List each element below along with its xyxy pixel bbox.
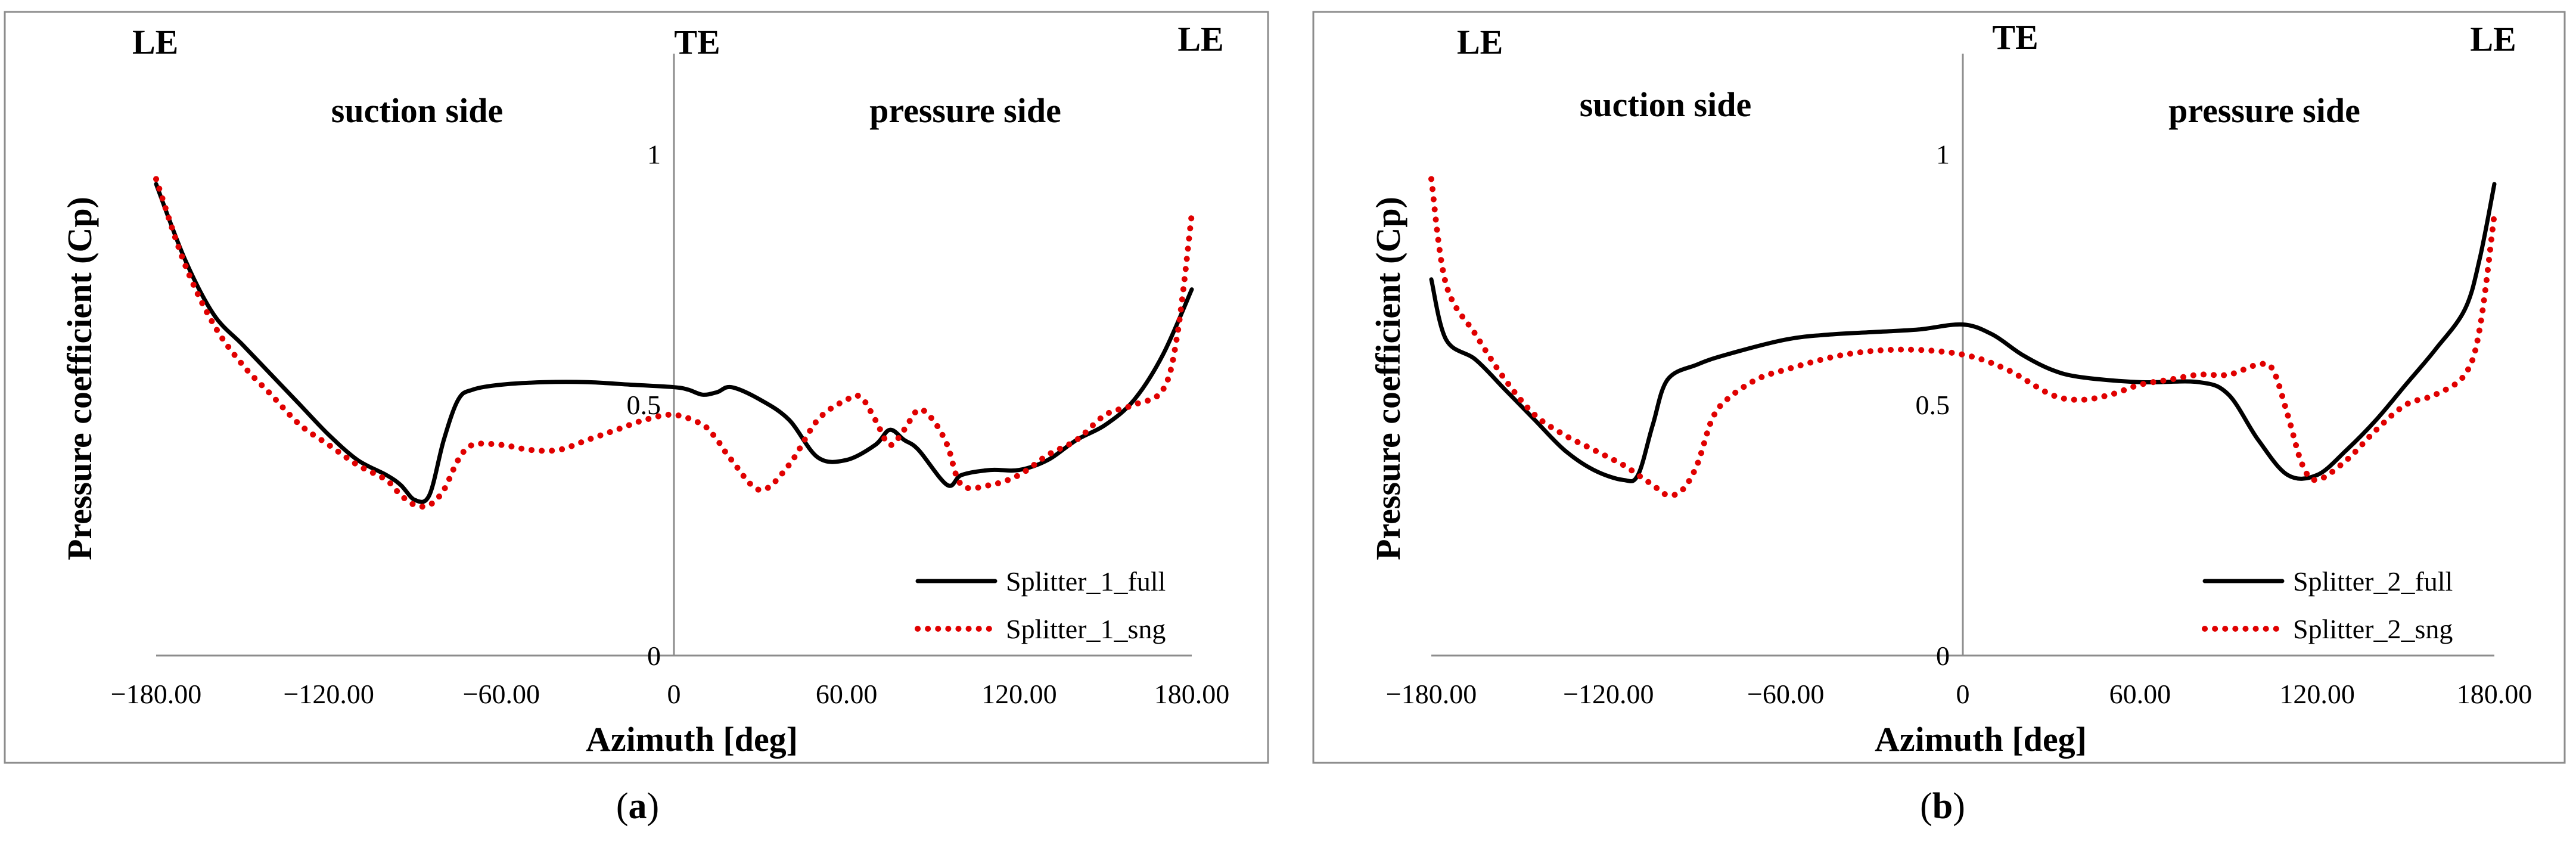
x-tick-label: −120.00 <box>1563 679 1654 709</box>
series-line-splitter-1-full <box>154 182 1194 504</box>
series-line-splitter-2-sng <box>1428 176 2497 499</box>
x-tick-label: 0 <box>1956 679 1970 709</box>
y-tick-label: 0 <box>647 641 661 671</box>
y-axis-title: Pressure coefficient (Cp) <box>60 197 99 560</box>
series-line-splitter-2-full <box>1429 182 2497 483</box>
leading-edge-label-right: LE <box>2470 20 2516 58</box>
series-line-splitter-1-sng <box>153 176 1195 510</box>
x-tick-label: −180.00 <box>111 679 201 709</box>
x-axis-title: Azimuth [deg] <box>1875 720 2087 759</box>
legend-label: Splitter_1_full <box>1006 566 1166 597</box>
chart-panel-a: −180.00 −120.00 −60.00 0 60.00 120.00 180.00 0 0… <box>4 11 1269 827</box>
x-tick-label: 0 <box>667 679 681 709</box>
caption-paren: ( <box>616 786 629 827</box>
x-tick-label: 120.00 <box>981 679 1057 709</box>
y-tick-label: 1 <box>1936 139 1950 169</box>
caption-paren: ( <box>1920 786 1932 827</box>
panel-frame <box>1312 11 2566 764</box>
x-tick-label: −60.00 <box>1747 679 1824 709</box>
x-axis-title: Azimuth [deg] <box>586 720 798 759</box>
caption-letter: b <box>1932 786 1953 827</box>
panel-caption: (a) <box>616 786 659 827</box>
trailing-edge-label: TE <box>1992 18 2038 57</box>
x-tick-label: −60.00 <box>463 679 540 709</box>
x-tick-label: 60.00 <box>2109 679 2171 709</box>
caption-paren: ) <box>647 786 660 827</box>
suction-side-label: suction side <box>1580 85 1751 124</box>
legend-label: Splitter_1_sng <box>1006 614 1166 644</box>
y-tick-label: 0.5 <box>1916 390 1950 420</box>
x-tick-label: −180.00 <box>1386 679 1477 709</box>
y-tick-label: 0 <box>1936 641 1950 671</box>
legend-label: Splitter_2_sng <box>2293 614 2453 644</box>
y-tick-label: 1 <box>647 139 661 169</box>
caption-letter: a <box>629 786 647 827</box>
caption-paren: ) <box>1953 786 1965 827</box>
chart-panel-b: −180.00 −120.00 −60.00 0 60.00 120.00 180.00 0 0… <box>1312 11 2566 827</box>
x-tick-label: −120.00 <box>283 679 374 709</box>
panel-frame <box>4 11 1269 764</box>
x-tick-label: 180.00 <box>1154 679 1230 709</box>
trailing-edge-label: TE <box>674 23 720 61</box>
pressure-side-label: pressure side <box>869 91 1061 130</box>
pressure-side-label: pressure side <box>2168 91 2360 130</box>
y-axis-title: Pressure coefficient (Cp) <box>1369 197 1407 560</box>
x-tick-label: 180.00 <box>2457 679 2533 709</box>
x-tick-label: 120.00 <box>2279 679 2355 709</box>
legend-label: Splitter_2_full <box>2293 566 2453 597</box>
x-tick-label: 60.00 <box>816 679 878 709</box>
panel-caption: (b) <box>1920 786 1965 827</box>
leading-edge-label-left: LE <box>132 23 178 61</box>
leading-edge-label-left: LE <box>1457 23 1503 61</box>
suction-side-label: suction side <box>331 91 503 130</box>
leading-edge-label-right: LE <box>1177 20 1223 58</box>
y-tick-label: 0.5 <box>627 390 661 420</box>
